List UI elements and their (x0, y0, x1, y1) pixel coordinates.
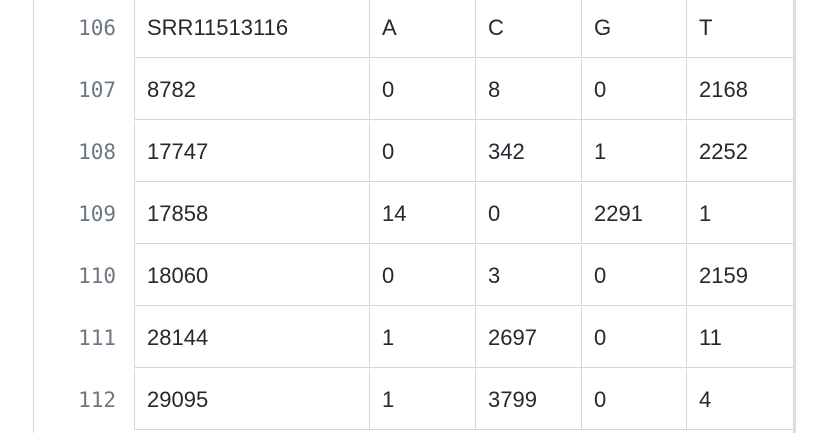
table-cell: 28144 (134, 307, 370, 368)
table-cell: G (582, 0, 687, 58)
table-cell: C (476, 0, 582, 58)
line-number: 106 (78, 16, 116, 40)
table-cell: 14 (370, 183, 476, 244)
table-cell: 2252 (687, 121, 794, 182)
table-cell: 29095 (134, 369, 370, 430)
table-cell: 8 (476, 59, 582, 120)
table-cell: 0 (476, 183, 582, 244)
table-cell: 0 (582, 307, 687, 368)
line-number: 112 (78, 388, 116, 412)
table-cell: 2291 (582, 183, 687, 244)
table-cell: 1 (370, 307, 476, 368)
table-cell: 8782 (134, 59, 370, 120)
table-cell: 18060 (134, 245, 370, 306)
table-cell: 17858 (134, 183, 370, 244)
line-number: 109 (78, 202, 116, 226)
table-cell: 2168 (687, 59, 794, 120)
table-cell: 342 (476, 121, 582, 182)
table-cell: 0 (582, 369, 687, 430)
table-cell: 2159 (687, 245, 794, 306)
line-number: 108 (78, 140, 116, 164)
gutter-border (33, 0, 34, 433)
table-cell: T (687, 0, 794, 58)
table-cell: 3 (476, 245, 582, 306)
table-cell: 2697 (476, 307, 582, 368)
scroll-edge (793, 0, 796, 433)
table-cell: 17747 (134, 121, 370, 182)
line-number: 110 (78, 264, 116, 288)
table-cell: 0 (370, 245, 476, 306)
table-cell: 0 (582, 245, 687, 306)
table-cell: 1 (687, 183, 794, 244)
line-number: 107 (78, 78, 116, 102)
table-cell: 0 (370, 121, 476, 182)
table-cell: 0 (370, 59, 476, 120)
table-cell: A (370, 0, 476, 58)
table-cell: 11 (687, 307, 794, 368)
table-cell: 4 (687, 369, 794, 430)
table-cell: 1 (582, 121, 687, 182)
table-cell: 0 (582, 59, 687, 120)
table-cell: 1 (370, 369, 476, 430)
line-number: 111 (78, 326, 116, 350)
table-cell: 3799 (476, 369, 582, 430)
table-cell: SRR11513116 (134, 0, 370, 58)
